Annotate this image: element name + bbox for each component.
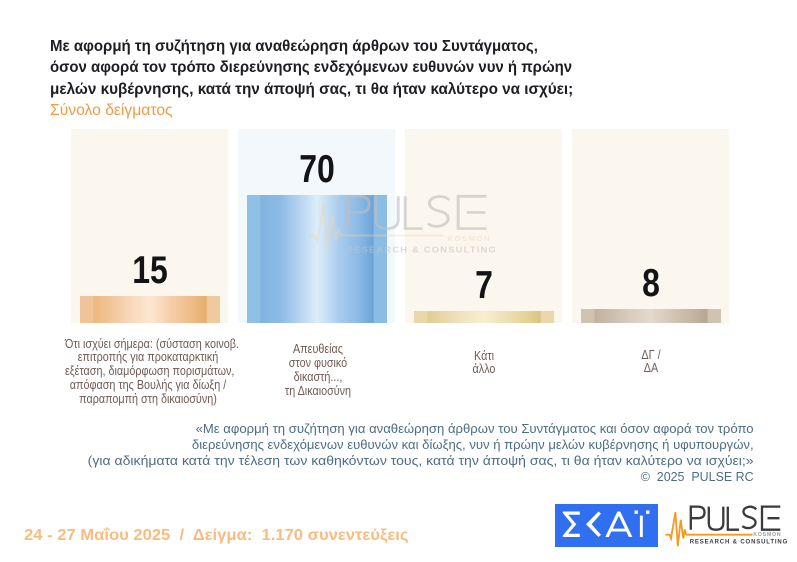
svg-text:RESEARCH & CONSULTING: RESEARCH & CONSULTING bbox=[690, 540, 788, 546]
svg-text:KOSMON: KOSMON bbox=[447, 234, 491, 243]
svg-text:RESEARCH & CONSULTING: RESEARCH & CONSULTING bbox=[346, 245, 497, 254]
svg-text:KOSMON: KOSMON bbox=[753, 532, 781, 538]
